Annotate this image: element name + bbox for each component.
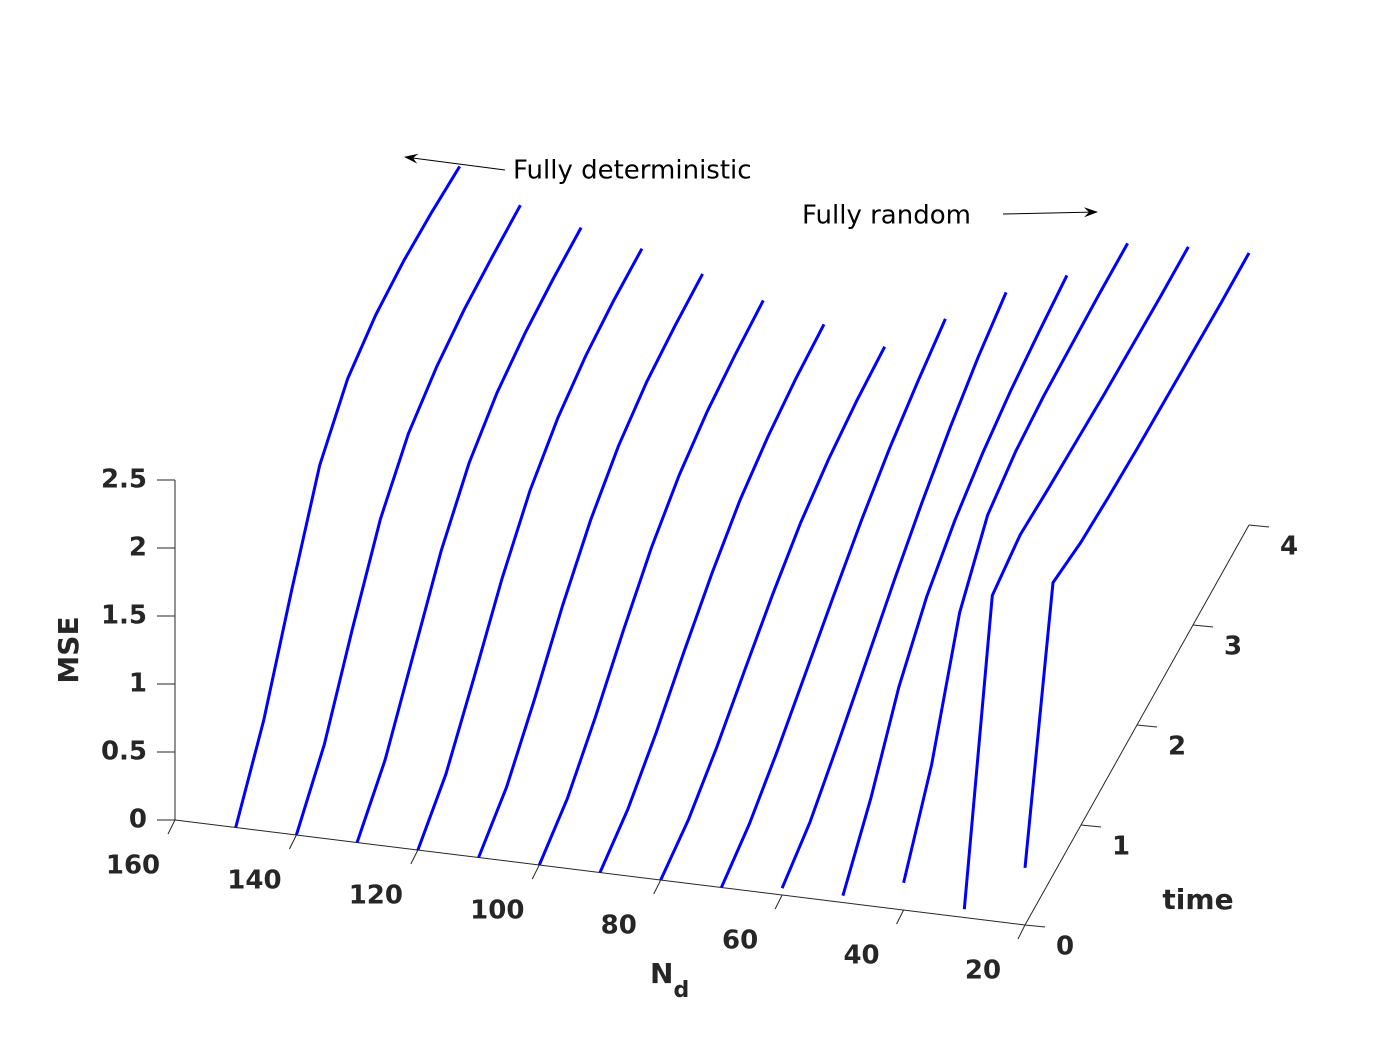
y-tick bbox=[1024, 924, 1046, 928]
x-axis-label: Nd bbox=[650, 957, 689, 1003]
x-tick bbox=[288, 834, 297, 850]
z-tick-label: 2.5 bbox=[101, 465, 147, 495]
x-tick-label: 160 bbox=[106, 851, 160, 881]
curve bbox=[659, 346, 887, 881]
x-tick bbox=[531, 864, 540, 880]
x-tick-label: 40 bbox=[843, 941, 879, 971]
curve bbox=[841, 274, 1069, 897]
z-tick-label: 2 bbox=[129, 533, 147, 563]
x-tick-label: 140 bbox=[227, 866, 281, 896]
curve bbox=[780, 291, 1008, 889]
x-tick-label: 100 bbox=[470, 896, 524, 926]
y-tick-label: 0 bbox=[1056, 932, 1074, 962]
y-tick-label: 4 bbox=[1280, 532, 1298, 562]
x-axis-label-main: N bbox=[650, 957, 673, 990]
y-tick bbox=[1136, 724, 1158, 728]
z-tick-label: 0 bbox=[129, 805, 147, 835]
x-axis-label-sub: d bbox=[673, 978, 689, 1003]
x-tick-label: 60 bbox=[722, 926, 758, 956]
z-tick-label: 0.5 bbox=[101, 737, 147, 767]
x-tick bbox=[653, 879, 662, 895]
x-tick-label: 120 bbox=[349, 881, 403, 911]
x-tick bbox=[1017, 924, 1026, 940]
x-tick bbox=[410, 849, 419, 865]
y-tick bbox=[1248, 524, 1270, 528]
curve bbox=[355, 226, 583, 843]
y-tick bbox=[1192, 624, 1214, 628]
z-tick-label: 1.5 bbox=[101, 601, 147, 631]
curve bbox=[962, 246, 1190, 910]
x-tick bbox=[167, 819, 176, 835]
curve bbox=[598, 323, 826, 874]
y-tick-label: 1 bbox=[1112, 832, 1130, 862]
curve bbox=[416, 247, 644, 851]
curve bbox=[294, 204, 522, 836]
z-axis-label: MSE bbox=[52, 616, 85, 683]
x-tick bbox=[774, 894, 783, 910]
x-tick-label: 20 bbox=[965, 956, 1001, 986]
annotation: Fully random bbox=[802, 201, 971, 231]
z-tick-label: 1 bbox=[129, 669, 147, 699]
curve bbox=[902, 242, 1129, 884]
x-tick bbox=[896, 909, 905, 925]
curve bbox=[720, 318, 947, 889]
y-tick-label: 2 bbox=[1168, 732, 1186, 762]
y-axis-label: time bbox=[1162, 883, 1233, 916]
curve bbox=[1023, 252, 1251, 869]
y-tick-label: 3 bbox=[1224, 632, 1242, 662]
curve bbox=[477, 273, 704, 859]
y-tick bbox=[1080, 824, 1102, 828]
annotation-arrow bbox=[1002, 207, 1098, 218]
annotation: Fully deterministic bbox=[513, 156, 752, 186]
annotation-arrow bbox=[404, 153, 506, 171]
curve bbox=[537, 299, 765, 866]
x-tick-label: 80 bbox=[601, 911, 637, 941]
curve bbox=[234, 165, 461, 828]
